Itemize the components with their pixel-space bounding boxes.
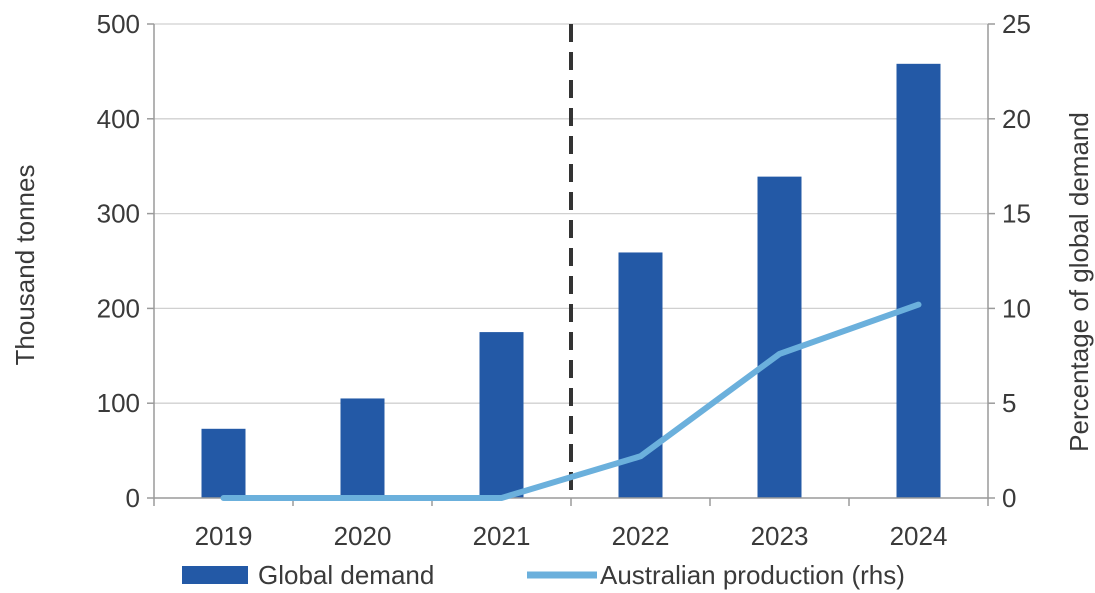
right-axis-tick-label: 5 (1002, 388, 1016, 418)
legend-label-australian-production: Australian production (rhs) (600, 560, 905, 590)
bar-global-demand-2019 (201, 428, 246, 498)
bars-global-demand (201, 63, 941, 499)
line-australian-production-path (220, 301, 922, 501)
right-axis-tick-labels: 0 5 10 15 20 25 (1002, 9, 1031, 513)
left-axis-tick-label: 400 (97, 104, 140, 134)
right-axis-tick-label: 0 (1002, 483, 1016, 513)
category-label-2021: 2021 (473, 521, 531, 551)
category-label-2024: 2024 (890, 521, 948, 551)
right-axis-tick-label: 20 (1002, 104, 1031, 134)
bar-global-demand-2021 (479, 332, 524, 498)
bar-global-demand-2024 (896, 63, 941, 498)
legend: Global demand Australian production (rhs… (182, 560, 905, 590)
left-axis-tick-label: 200 (97, 293, 140, 323)
left-axis-title: Thousand tonnes (10, 165, 40, 366)
legend-swatch-global-demand (182, 566, 248, 584)
left-axis-tick-labels: 0 100 200 300 400 500 (97, 9, 140, 513)
bar-global-demand-2023 (757, 176, 802, 499)
left-axis-tick-label: 100 (97, 388, 140, 418)
left-axis-tick-label: 0 (126, 483, 140, 513)
category-label-2019: 2019 (195, 521, 253, 551)
left-axis-tick-label: 500 (97, 9, 140, 39)
right-axis-tick-label: 15 (1002, 199, 1031, 229)
right-axis-title: Percentage of global demand (1064, 112, 1094, 452)
category-label-2022: 2022 (612, 521, 670, 551)
category-tick-labels: 2019 2020 2021 2022 2023 2024 (195, 521, 948, 551)
legend-label-global-demand: Global demand (258, 560, 434, 590)
category-label-2020: 2020 (334, 521, 392, 551)
line-australian-production (220, 301, 922, 501)
left-axis-tick-label: 300 (97, 199, 140, 229)
bar-global-demand-2020 (340, 398, 385, 498)
category-label-2023: 2023 (751, 521, 809, 551)
right-axis-tick-label: 10 (1002, 293, 1031, 323)
right-axis-tick-label: 25 (1002, 9, 1031, 39)
